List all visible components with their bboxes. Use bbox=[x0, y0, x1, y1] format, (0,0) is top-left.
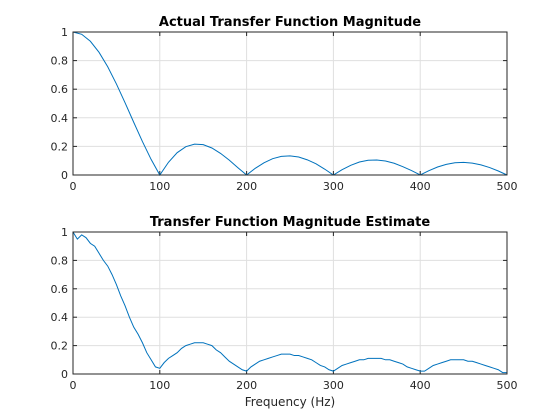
top-plot-area bbox=[73, 32, 507, 175]
bottom-plot-area bbox=[73, 232, 507, 374]
bottom-y-tick-label: 0.6 bbox=[51, 283, 69, 296]
bottom-y-tick-label: 0.2 bbox=[51, 340, 69, 353]
top-x-tick-label: 0 bbox=[70, 180, 77, 193]
bottom-y-tick-label: 0.4 bbox=[51, 311, 69, 324]
top-series-line bbox=[72, 31, 508, 176]
top-y-tick-label: 0.8 bbox=[51, 55, 69, 68]
bottom-y-tick-label: 0 bbox=[61, 368, 68, 381]
top-y-tick-label: 0 bbox=[61, 169, 68, 182]
top-chart-title: Actual Transfer Function Magnitude bbox=[159, 15, 421, 30]
top-x-tick-label: 100 bbox=[149, 180, 170, 193]
bottom-chart-xlabel: Frequency (Hz) bbox=[245, 395, 336, 409]
bottom-x-tick-label: 100 bbox=[149, 379, 170, 392]
bottom-series-line bbox=[72, 231, 507, 374]
bottom-x-tick-label: 200 bbox=[236, 379, 257, 392]
top-axes-box bbox=[72, 31, 508, 176]
top-chart-panel: Actual Transfer Function Magnitude 0 100 2… bbox=[51, 15, 518, 193]
bottom-chart-panel: Transfer Function Magnitude Estimate Fre… bbox=[51, 215, 518, 409]
bottom-x-tick-label: 300 bbox=[323, 379, 344, 392]
bottom-x-tick-label: 0 bbox=[70, 379, 77, 392]
bottom-y-tick-label: 0.8 bbox=[51, 254, 69, 267]
top-x-tick-label: 300 bbox=[323, 180, 344, 193]
top-y-tick-label: 0.2 bbox=[51, 140, 69, 153]
bottom-x-tick-label: 400 bbox=[410, 379, 431, 392]
bottom-chart-title: Transfer Function Magnitude Estimate bbox=[150, 215, 431, 230]
top-y-tick-label: 0.6 bbox=[51, 83, 69, 96]
top-x-tick-label: 200 bbox=[236, 180, 257, 193]
bottom-axes-box bbox=[72, 231, 508, 375]
bottom-x-tick-label: 500 bbox=[497, 379, 518, 392]
top-x-tick-label: 500 bbox=[497, 180, 518, 193]
top-y-tick-label: 1 bbox=[61, 26, 68, 39]
top-y-tick-label: 0.4 bbox=[51, 112, 69, 125]
top-x-tick-label: 400 bbox=[410, 180, 431, 193]
bottom-y-tick-label: 1 bbox=[61, 226, 68, 239]
